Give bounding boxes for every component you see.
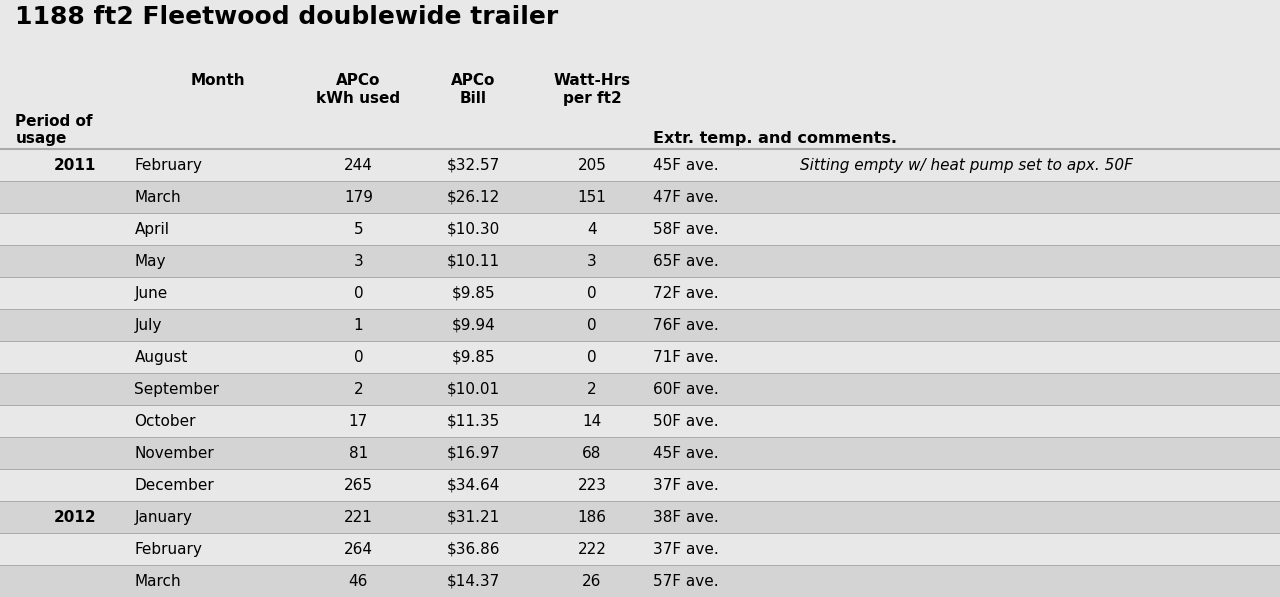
- Text: 265: 265: [344, 478, 372, 493]
- Text: $32.57: $32.57: [447, 158, 500, 173]
- Text: 38F ave.: 38F ave.: [653, 510, 718, 525]
- Text: November: November: [134, 445, 214, 460]
- Text: 0: 0: [353, 350, 364, 365]
- Bar: [0, 501, 1280, 533]
- Text: $10.01: $10.01: [447, 381, 500, 396]
- Text: 47F ave.: 47F ave.: [653, 190, 718, 205]
- Text: 50F ave.: 50F ave.: [653, 414, 718, 429]
- Text: 179: 179: [344, 190, 372, 205]
- Text: 222: 222: [577, 541, 607, 556]
- Text: 0: 0: [588, 286, 596, 301]
- Text: 45F ave.: 45F ave.: [653, 445, 718, 460]
- Bar: [0, 69, 1280, 149]
- Bar: [0, 0, 1280, 69]
- Bar: [0, 181, 1280, 213]
- Text: February: February: [134, 541, 202, 556]
- Text: 2012: 2012: [54, 510, 96, 525]
- Text: $9.85: $9.85: [452, 350, 495, 365]
- Text: March: March: [134, 574, 180, 589]
- Text: 81: 81: [348, 445, 369, 460]
- Text: 37F ave.: 37F ave.: [653, 541, 718, 556]
- Text: 26: 26: [582, 574, 602, 589]
- Text: April: April: [134, 221, 169, 236]
- Text: January: January: [134, 510, 192, 525]
- Bar: [0, 405, 1280, 437]
- Text: Sitting empty w/ heat pump set to apx. 50F: Sitting empty w/ heat pump set to apx. 5…: [800, 158, 1133, 173]
- Bar: [0, 245, 1280, 277]
- Bar: [0, 373, 1280, 405]
- Text: $10.30: $10.30: [447, 221, 500, 236]
- Text: $16.97: $16.97: [447, 445, 500, 460]
- Text: 244: 244: [344, 158, 372, 173]
- Text: 0: 0: [588, 318, 596, 333]
- Text: $34.64: $34.64: [447, 478, 500, 493]
- Text: 45F ave.: 45F ave.: [653, 158, 718, 173]
- Text: 4: 4: [588, 221, 596, 236]
- Text: 46: 46: [348, 574, 369, 589]
- Text: June: June: [134, 286, 168, 301]
- Bar: [0, 149, 1280, 181]
- Text: May: May: [134, 254, 166, 269]
- Text: APCo
kWh used: APCo kWh used: [316, 73, 401, 106]
- Text: 3: 3: [588, 254, 596, 269]
- Text: Watt-Hrs
per ft2: Watt-Hrs per ft2: [553, 73, 631, 106]
- Text: 2: 2: [588, 381, 596, 396]
- Text: 65F ave.: 65F ave.: [653, 254, 718, 269]
- Text: $14.37: $14.37: [447, 574, 500, 589]
- Text: APCo
Bill: APCo Bill: [452, 73, 495, 106]
- Text: 221: 221: [344, 510, 372, 525]
- Text: 5: 5: [353, 221, 364, 236]
- Text: 205: 205: [577, 158, 607, 173]
- Text: 151: 151: [577, 190, 607, 205]
- Text: 72F ave.: 72F ave.: [653, 286, 718, 301]
- Text: 68: 68: [582, 445, 602, 460]
- Bar: [0, 437, 1280, 469]
- Bar: [0, 565, 1280, 597]
- Text: 71F ave.: 71F ave.: [653, 350, 718, 365]
- Bar: [0, 277, 1280, 309]
- Text: $26.12: $26.12: [447, 190, 500, 205]
- Text: 76F ave.: 76F ave.: [653, 318, 718, 333]
- Text: December: December: [134, 478, 214, 493]
- Text: March: March: [134, 190, 180, 205]
- Bar: [0, 309, 1280, 341]
- Bar: [0, 213, 1280, 245]
- Text: 2011: 2011: [54, 158, 96, 173]
- Text: 37F ave.: 37F ave.: [653, 478, 718, 493]
- Text: September: September: [134, 381, 219, 396]
- Text: August: August: [134, 350, 188, 365]
- Text: Extr. temp. and comments.: Extr. temp. and comments.: [653, 131, 897, 146]
- Text: $31.21: $31.21: [447, 510, 500, 525]
- Text: October: October: [134, 414, 196, 429]
- Text: 17: 17: [348, 414, 369, 429]
- Text: $11.35: $11.35: [447, 414, 500, 429]
- Text: 57F ave.: 57F ave.: [653, 574, 718, 589]
- Text: 264: 264: [344, 541, 372, 556]
- Text: $9.94: $9.94: [452, 318, 495, 333]
- Text: 3: 3: [353, 254, 364, 269]
- Text: $36.86: $36.86: [447, 541, 500, 556]
- Text: 0: 0: [588, 350, 596, 365]
- Text: 14: 14: [582, 414, 602, 429]
- Bar: [0, 341, 1280, 373]
- Text: Period of
usage: Period of usage: [15, 114, 93, 146]
- Bar: [0, 469, 1280, 501]
- Bar: [0, 533, 1280, 565]
- Text: 60F ave.: 60F ave.: [653, 381, 718, 396]
- Text: 1: 1: [353, 318, 364, 333]
- Text: 223: 223: [577, 478, 607, 493]
- Text: 0: 0: [353, 286, 364, 301]
- Text: $9.85: $9.85: [452, 286, 495, 301]
- Text: 186: 186: [577, 510, 607, 525]
- Text: Month: Month: [191, 73, 244, 88]
- Text: 58F ave.: 58F ave.: [653, 221, 718, 236]
- Text: $10.11: $10.11: [447, 254, 500, 269]
- Text: 2: 2: [353, 381, 364, 396]
- Text: 1188 ft2 Fleetwood doublewide trailer: 1188 ft2 Fleetwood doublewide trailer: [15, 5, 558, 29]
- Text: July: July: [134, 318, 161, 333]
- Text: February: February: [134, 158, 202, 173]
